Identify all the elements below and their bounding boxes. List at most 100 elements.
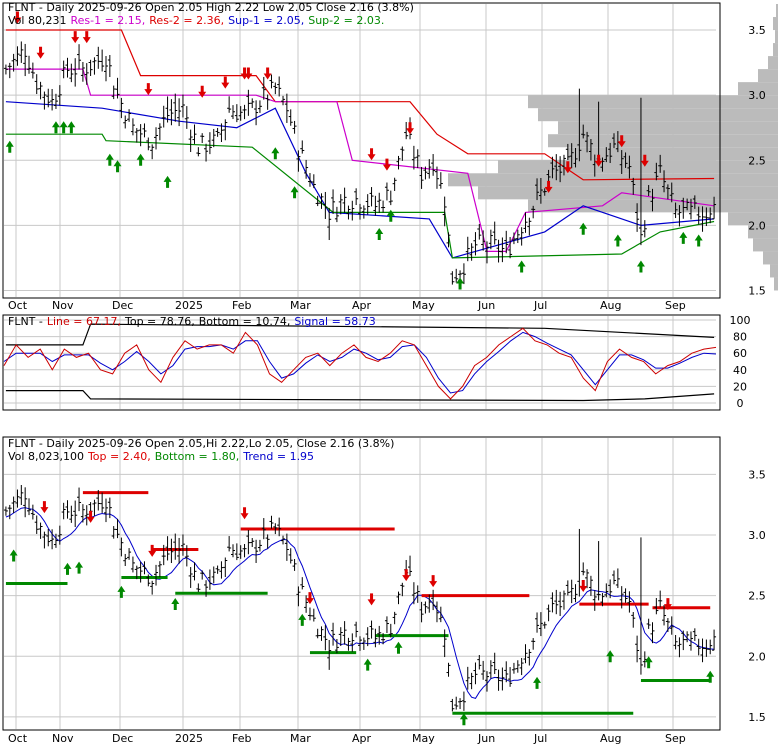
panel2-frame [2,314,721,411]
legend-trend3: Trend = 1.95 [242,450,314,463]
resistance-2-line [5,29,715,181]
panel1-title: FLNT - Daily 2025-09-26 Open 2.05 High 2… [8,1,414,14]
volume-profile [448,4,778,291]
legend-signal: Signal = 58.73 [294,315,376,328]
legend-res2: Res-2 = 2.36, [149,14,224,27]
legend-ticker: FLNT - [8,315,43,328]
x-tick-label: Aug [600,732,621,745]
y-tick-label: 20 [733,380,747,393]
volume-profile-bar [763,251,778,265]
y-tick-label: 0 [737,397,744,410]
x-tick-label: 2025 [175,299,203,312]
volume-profile-bar [728,212,778,226]
volume-profile-bar [776,4,778,18]
buy-arrow [136,153,145,166]
volume-profile-bar [558,121,778,135]
panel3-grid [4,438,716,729]
sell-arrow [382,158,391,171]
x-tick-label: Dec [112,299,133,312]
volume-profile-bar [774,277,778,291]
volume-profile-bar [538,108,778,122]
panel3-arrows [9,501,715,726]
x-tick-label: May [412,732,435,745]
buy-arrow [298,613,307,626]
sell-arrow [40,501,49,514]
buy-arrow [375,227,384,240]
volume-profile-bar [528,95,778,109]
sell-arrow [367,593,376,606]
x-tick-label: Feb [232,299,251,312]
buy-arrow [9,549,18,562]
buy-arrow [386,209,395,222]
buy-arrow [679,231,688,244]
y-tick-label: 3.5 [748,24,766,37]
x-tick-label: May [412,299,435,312]
sell-arrow [406,122,415,135]
y-tick-label: 3.0 [748,529,766,542]
sell-arrow [367,148,376,161]
x-tick-label: Aug [600,299,621,312]
x-tick-label: Jun [477,299,495,312]
y-tick-label: 60 [733,347,747,360]
buy-arrow [363,658,372,671]
y-tick-label: 2.5 [748,154,766,167]
volume-profile-bar [478,186,778,200]
panel2-axis: 100 80 60 40 20 0 [730,314,751,410]
buy-arrow [613,234,622,247]
buy-arrow [51,121,60,134]
buy-arrow [117,585,126,598]
sell-arrow [563,161,572,174]
y-tick-label: 1.5 [748,711,766,724]
volume-profile-bar [758,69,778,83]
y-tick-label: 2.5 [748,590,766,603]
x-tick-label: Nov [52,732,74,745]
legend-res1: Res-1 = 2.15, [70,14,145,27]
buy-arrow [63,562,72,575]
volume-profile-bar [753,238,778,252]
buy-arrow [644,656,653,669]
buy-arrow [394,641,403,654]
oscillator-main-line [3,327,717,400]
legend-vol: Vol 80,231 [8,14,66,27]
panel3-title: FLNT - Daily 2025-09-26 Open 2.05,Hi 2.2… [8,437,394,450]
oscillator-top-line [5,323,715,346]
legend-bottom3: Bottom = 1.80, [155,450,240,463]
oscillator-bottom-line [5,390,715,402]
volume-profile-bar [773,43,778,57]
buy-arrow [59,121,68,134]
x-tick-label: Apr [352,299,372,312]
volume-profile-bar [775,30,778,44]
x-tick-label: Jul [533,299,547,312]
sell-arrow [305,592,314,605]
volume-profile-bar [568,147,778,161]
buy-arrow [113,160,122,173]
buy-arrow [75,561,84,574]
sell-arrow [263,67,272,80]
sell-arrow [13,11,22,24]
buy-arrow [105,153,114,166]
x-tick-label: Oct [8,299,28,312]
volume-profile-bar [773,17,778,31]
sell-arrow [86,510,95,523]
y-tick-label: 80 [733,331,747,344]
panel1-legend: Vol 80,231 Res-1 = 2.15, Res-2 = 2.36, Sup-… [8,14,384,27]
y-tick-label: 3.5 [748,468,766,481]
buy-arrow [636,260,645,273]
x-tick-label: Mar [290,299,311,312]
buy-arrow [606,650,615,663]
buy-arrow [5,140,14,153]
volume-profile-bar [498,160,778,174]
sell-arrow [429,575,438,588]
panel3-legend: Vol 8,023,100 Top = 2.40, Bottom = 1.80, Tr… [8,450,314,463]
y-tick-label: 100 [730,314,751,327]
panel2-oscillator-lines [3,323,717,402]
sell-arrow [594,154,603,167]
x-tick-label: Nov [52,299,74,312]
buy-arrow [456,277,465,290]
panel3-frame [2,436,721,731]
sell-arrow [36,46,45,59]
buy-arrow [290,186,299,199]
buy-arrow [517,260,526,273]
